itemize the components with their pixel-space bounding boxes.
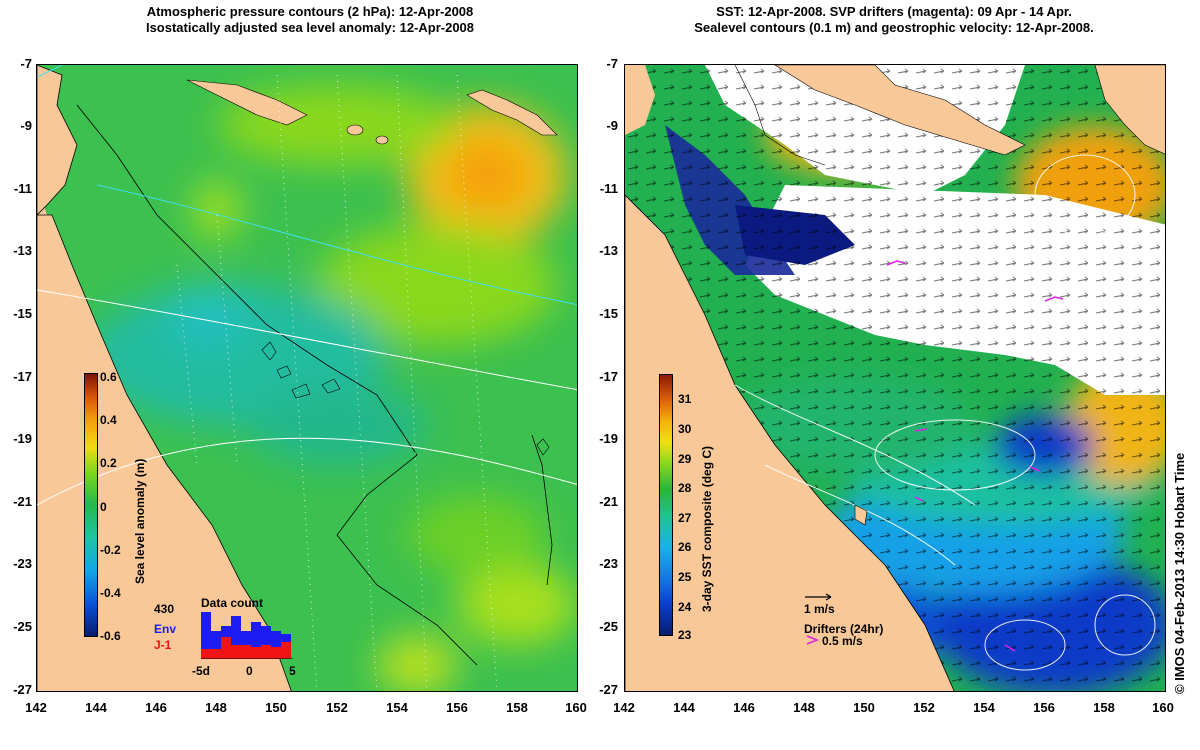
colorbar-label: 0 [100,500,107,514]
x-tick: 152 [913,700,935,715]
y-tick: -9 [606,118,618,133]
left-title-line1: Atmospheric pressure contours (2 hPa): 1… [146,4,474,19]
x-tick: 148 [793,700,815,715]
colorbar-label: 30 [678,422,692,436]
colorbar-label: 24 [678,600,692,614]
x-tick: 160 [1152,700,1174,715]
y-tick: -15 [599,306,618,321]
left-title-line2: Isostatically adjusted sea level anomaly… [145,20,475,35]
y-tick: -11 [599,181,618,196]
j1-bar [241,645,251,659]
j1-bar [211,649,221,659]
j1-series-label: J-1 [154,638,172,652]
y-tick: -13 [599,243,618,258]
env-bar [251,622,261,659]
y-tick: -11 [13,181,32,196]
env-series-label: Env [154,622,177,636]
y-tick: -17 [599,369,618,384]
colorbar-label: -0.4 [100,586,121,600]
colorbar-label: 28 [678,481,692,495]
drifter-arrow-icon [806,635,820,645]
x-tick: 156 [1033,700,1055,715]
sst-colorbar [659,374,673,636]
y-tick: -21 [13,494,32,509]
j1-bar [271,647,281,659]
sst-colorbar-title: 3-day SST composite (deg C) [700,445,714,612]
right-title-line1: SST: 12-Apr-2008. SVP drifters (magenta)… [716,4,1072,19]
sst-composite-map [624,64,1166,692]
y-tick: -27 [599,682,618,697]
y-tick: -27 [13,682,32,697]
drifter-speed-label: 0.5 m/s [822,634,863,648]
sea-level-anomaly-map [36,64,578,692]
vector-scale-arrow [805,593,832,601]
y-tick: -7 [20,56,32,71]
x-tick: 142 [25,700,47,715]
right-map-title: SST: 12-Apr-2008. SVP drifters (magenta)… [620,4,1168,36]
x-tick: 144 [673,700,695,715]
data-count-title: Data count [201,596,264,610]
x-tick: 142 [613,700,635,715]
x-tick: 158 [506,700,528,715]
x-tick: 152 [326,700,348,715]
j1-bar [261,645,271,659]
j1-bar [281,642,291,659]
left-map-title: Atmospheric pressure contours (2 hPa): 1… [40,4,580,36]
env-bar [271,631,281,659]
colorbar-label: 26 [678,540,692,554]
colorbar-label: 25 [678,570,692,584]
colorbar-label: 31 [678,392,692,406]
j1-bar [201,649,211,659]
right-title-line2: Sealevel contours (0.1 m) and geostrophi… [694,20,1094,35]
x-tick: 158 [1093,700,1115,715]
sea-level-colorbar-title: Sea level anomaly (m) [133,458,147,584]
imos-credit: © IMOS 04-Feb-2013 14:30 Hobart Time [1172,452,1187,694]
x-tick: 154 [973,700,995,715]
x-tick: 146 [145,700,167,715]
x-tick: 160 [565,700,587,715]
j1-bar [231,645,241,659]
x-tick: 154 [386,700,408,715]
histogram-tick-end: 5 [289,664,296,678]
env-bar [211,631,221,659]
colorbar-label: 23 [678,628,692,642]
data-count-histogram [201,612,293,659]
colorbar-label: 29 [678,452,692,466]
colorbar-label: 27 [678,511,692,525]
colorbar-label: 0.4 [100,413,117,427]
colorbar-label: 0.6 [100,370,117,384]
colorbar-label: -0.6 [100,629,121,643]
histogram-tick-zero: 0 [246,664,253,678]
vector-scale-label: 1 m/s [804,602,835,616]
data-count-value: 430 [154,602,175,616]
sea-level-colorbar [84,373,98,637]
env-bar [201,612,211,659]
y-tick: -13 [13,243,32,258]
y-tick: -9 [20,118,32,133]
x-tick: 146 [733,700,755,715]
x-tick: 156 [446,700,468,715]
x-tick: 148 [205,700,227,715]
x-tick: 150 [853,700,875,715]
y-tick: -19 [599,431,618,446]
j1-bar [221,637,231,659]
env-bar [261,626,271,659]
y-tick: -21 [599,494,618,509]
x-tick: 150 [265,700,287,715]
y-tick: -19 [13,431,32,446]
y-tick: -23 [599,556,618,571]
drifters-label: Drifters (24hr) [804,622,884,636]
histogram-tick-start: -5d [192,664,210,678]
y-tick: -17 [13,369,32,384]
colorbar-label: 0.2 [100,456,117,470]
y-tick: -25 [599,619,618,634]
y-tick: -23 [13,556,32,571]
colorbar-label: -0.2 [100,543,121,557]
y-tick: -25 [13,619,32,634]
x-tick: 144 [85,700,107,715]
j1-bar [251,647,261,659]
y-tick: -7 [606,56,618,71]
env-bar [231,616,241,659]
y-tick: -15 [13,306,32,321]
